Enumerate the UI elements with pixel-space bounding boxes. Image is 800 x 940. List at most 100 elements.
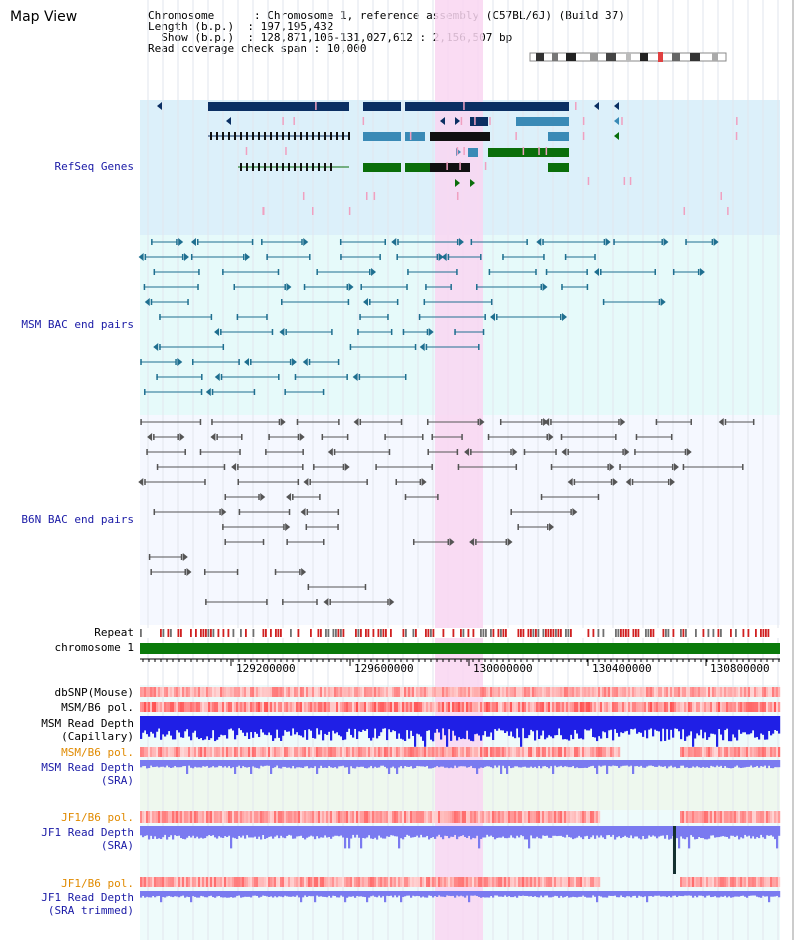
heat-cell <box>620 702 623 712</box>
depth-bar <box>144 891 147 898</box>
heat-cell <box>592 702 595 712</box>
depth-bar <box>504 891 507 896</box>
depth-bar <box>226 891 229 898</box>
depth-bar <box>160 760 163 767</box>
bac-end <box>447 254 450 260</box>
depth-bar <box>152 716 155 734</box>
depth-bar <box>318 826 321 839</box>
depth-bar <box>440 716 443 740</box>
strand-arrow <box>352 373 358 381</box>
depth-bar <box>718 760 721 767</box>
depth-bar <box>166 891 169 897</box>
depth-bar <box>640 826 643 840</box>
heat-cell <box>246 811 249 823</box>
bac-end <box>266 314 268 320</box>
heat-cell <box>478 687 481 697</box>
heat-cell <box>200 702 203 712</box>
depth-bar <box>332 716 335 731</box>
heat-cell <box>340 747 343 757</box>
depth-bar <box>674 760 677 767</box>
heat-cell <box>746 747 749 757</box>
heat-cell <box>408 811 411 823</box>
depth-bar <box>652 760 655 767</box>
b6n-bac-label[interactable]: B6N BAC end pairs <box>21 513 134 526</box>
heat-cell <box>718 702 721 712</box>
heat-cell <box>338 877 341 887</box>
depth-bar <box>616 760 619 767</box>
heat-cell <box>140 747 143 757</box>
bac-end <box>555 449 557 455</box>
heat-cell <box>580 687 583 697</box>
heat-cell <box>396 811 399 823</box>
depth-bar <box>580 760 583 769</box>
heat-cell <box>564 687 567 697</box>
depth-bar <box>530 891 533 897</box>
depth-bar <box>372 891 375 896</box>
depth-bar <box>258 826 261 837</box>
heat-cell <box>472 702 475 712</box>
jf1-depth-label: JF1 Read Depth (SRA) <box>0 826 134 852</box>
heat-cell <box>152 702 155 712</box>
depth-bar <box>756 760 759 766</box>
strand-arrow <box>669 478 675 486</box>
depth-bar <box>468 716 471 740</box>
depth-bar <box>362 826 365 838</box>
heat-cell <box>552 811 555 823</box>
exon <box>330 163 332 171</box>
repeat-mark <box>625 629 627 637</box>
heat-cell <box>206 811 209 823</box>
depth-bar <box>228 891 231 898</box>
depth-bar <box>582 826 585 840</box>
bac-end <box>262 539 265 545</box>
msm-bac-label[interactable]: MSM BAC end pairs <box>21 318 134 331</box>
heat-cell <box>244 687 247 697</box>
bac-end <box>456 269 458 275</box>
heat-cell <box>556 687 559 697</box>
heat-cell <box>312 811 315 823</box>
heat-cell <box>366 747 369 757</box>
refseq-genes-label[interactable]: RefSeq Genes <box>54 160 134 173</box>
strand-arrow <box>470 179 475 187</box>
depth-bar <box>576 891 579 898</box>
depth-bar <box>232 716 235 731</box>
depth-bar <box>628 826 631 838</box>
depth-bar <box>712 716 715 734</box>
depth-bar <box>344 716 347 740</box>
heat-cell <box>418 687 421 697</box>
depth-bar <box>604 716 607 733</box>
heat-cell <box>478 747 481 757</box>
heat-cell <box>180 687 183 697</box>
bac-end <box>346 284 349 290</box>
depth-bar <box>570 891 573 898</box>
repeat-mark <box>320 629 322 637</box>
bac-end <box>618 419 620 425</box>
depth-bar <box>654 826 657 837</box>
depth-bar <box>740 826 743 838</box>
bac-end <box>567 449 569 455</box>
repeat-track <box>140 629 770 637</box>
depth-bar <box>282 826 285 838</box>
heat-cell <box>412 687 415 697</box>
gene-block <box>548 132 569 141</box>
depth-bar <box>772 826 775 837</box>
depth-bar <box>404 826 407 838</box>
depth-bar <box>304 760 307 767</box>
depth-bar <box>442 826 445 840</box>
depth-bar <box>538 760 541 766</box>
exon <box>306 163 308 171</box>
heat-cell <box>528 702 531 712</box>
depth-bar <box>296 716 299 733</box>
depth-bar <box>640 891 643 897</box>
heat-cell <box>576 811 579 823</box>
heat-cell <box>768 877 771 887</box>
heat-cell <box>662 687 665 697</box>
heat-cell <box>694 877 697 887</box>
depth-bar <box>472 716 475 742</box>
msm-depth-cap-line2: (Capillary) <box>61 730 134 743</box>
depth-bar <box>610 716 613 730</box>
heat-cell <box>590 811 593 823</box>
depth-bar <box>162 826 165 838</box>
depth-bar <box>648 716 651 730</box>
depth-bar <box>252 716 255 738</box>
